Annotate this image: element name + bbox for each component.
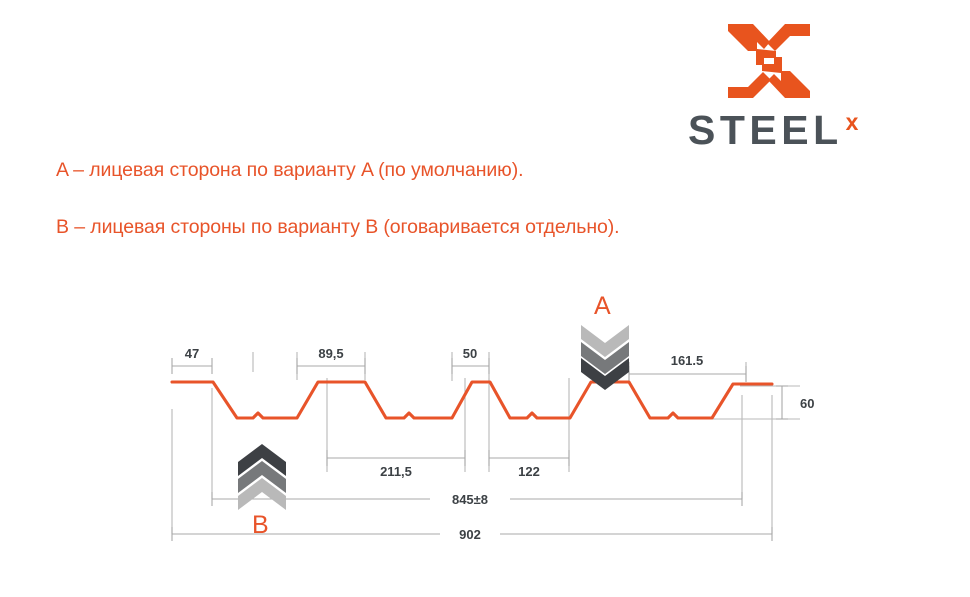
dim-211-5-label: 211,5 — [380, 464, 412, 479]
dim-60: 60 — [776, 385, 814, 420]
dim-47: 47 — [171, 346, 213, 374]
dim-89-5-label: 89,5 — [318, 346, 343, 361]
dim-50: 50 — [451, 346, 490, 374]
dim-845-label: 845±8 — [452, 492, 488, 507]
dim-902-label: 902 — [459, 527, 481, 542]
callout-b-label: B — [252, 511, 269, 539]
profile-cross-section — [170, 380, 774, 420]
callout-a-label: A — [594, 292, 611, 320]
dim-122-label: 122 — [518, 464, 540, 479]
brand-wordmark: STEEL x — [688, 107, 918, 153]
legend-line-a: A – лицевая сторона по варианту A (по ум… — [56, 159, 524, 181]
wordmark-steel: STEEL — [688, 107, 843, 153]
legend-line-b: B – лицевая стороны по варианту B (огова… — [56, 216, 620, 238]
brand-logo: STEEL x — [688, 18, 918, 151]
dim-89-5: 89,5 — [296, 346, 366, 374]
dim-211-5: 211,5 — [326, 450, 466, 479]
dim-845: 845±8 — [211, 492, 743, 507]
dim-161-5-label: 161.5 — [671, 353, 704, 368]
steelx-x-logo-icon — [728, 24, 810, 98]
dim-47-label: 47 — [185, 346, 199, 361]
dim-122: 122 — [488, 450, 570, 479]
dim-60-label: 60 — [800, 396, 814, 411]
dim-161-5: 161.5 — [628, 353, 747, 382]
dim-902: 902 — [171, 527, 773, 542]
callout-b-chevrons — [238, 444, 286, 510]
dim-50-label: 50 — [463, 346, 477, 361]
callout-a-chevrons — [581, 325, 629, 390]
wordmark-superscript-x: x — [845, 109, 859, 135]
